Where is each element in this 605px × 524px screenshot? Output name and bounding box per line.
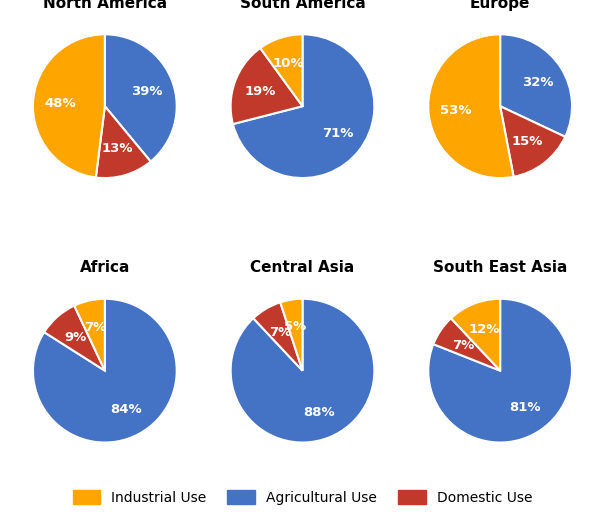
Title: South America: South America xyxy=(240,0,365,11)
Text: 81%: 81% xyxy=(509,401,541,414)
Title: Europe: Europe xyxy=(470,0,531,11)
Wedge shape xyxy=(428,299,572,443)
Text: 53%: 53% xyxy=(440,104,471,117)
Wedge shape xyxy=(500,34,572,137)
Text: 13%: 13% xyxy=(102,143,133,156)
Title: South East Asia: South East Asia xyxy=(433,260,567,276)
Text: 19%: 19% xyxy=(245,84,276,97)
Title: North America: North America xyxy=(43,0,167,11)
Wedge shape xyxy=(280,299,302,370)
Text: 88%: 88% xyxy=(303,406,335,419)
Text: 9%: 9% xyxy=(64,331,87,344)
Wedge shape xyxy=(96,106,151,178)
Text: 15%: 15% xyxy=(512,135,543,148)
Text: 7%: 7% xyxy=(84,321,106,334)
Title: Africa: Africa xyxy=(80,260,130,276)
Text: 10%: 10% xyxy=(273,57,304,70)
Wedge shape xyxy=(500,106,565,177)
Text: 84%: 84% xyxy=(111,403,142,416)
Wedge shape xyxy=(260,34,302,106)
Text: 7%: 7% xyxy=(452,339,474,352)
Text: 32%: 32% xyxy=(522,76,554,89)
Wedge shape xyxy=(33,299,177,443)
Wedge shape xyxy=(233,34,374,178)
Wedge shape xyxy=(231,48,302,124)
Wedge shape xyxy=(451,299,500,370)
Text: 71%: 71% xyxy=(322,127,353,140)
Wedge shape xyxy=(74,299,105,370)
Wedge shape xyxy=(44,305,105,370)
Text: 12%: 12% xyxy=(468,323,500,336)
Title: Central Asia: Central Asia xyxy=(250,260,355,276)
Wedge shape xyxy=(231,299,374,443)
Text: 48%: 48% xyxy=(45,97,76,110)
Wedge shape xyxy=(105,34,177,161)
Text: 5%: 5% xyxy=(284,320,307,333)
Wedge shape xyxy=(428,34,514,178)
Text: 7%: 7% xyxy=(269,326,291,339)
Text: 39%: 39% xyxy=(131,84,163,97)
Wedge shape xyxy=(253,302,302,370)
Wedge shape xyxy=(433,318,500,370)
Legend: Industrial Use, Agricultural Use, Domestic Use: Industrial Use, Agricultural Use, Domest… xyxy=(65,483,540,512)
Wedge shape xyxy=(33,34,105,178)
